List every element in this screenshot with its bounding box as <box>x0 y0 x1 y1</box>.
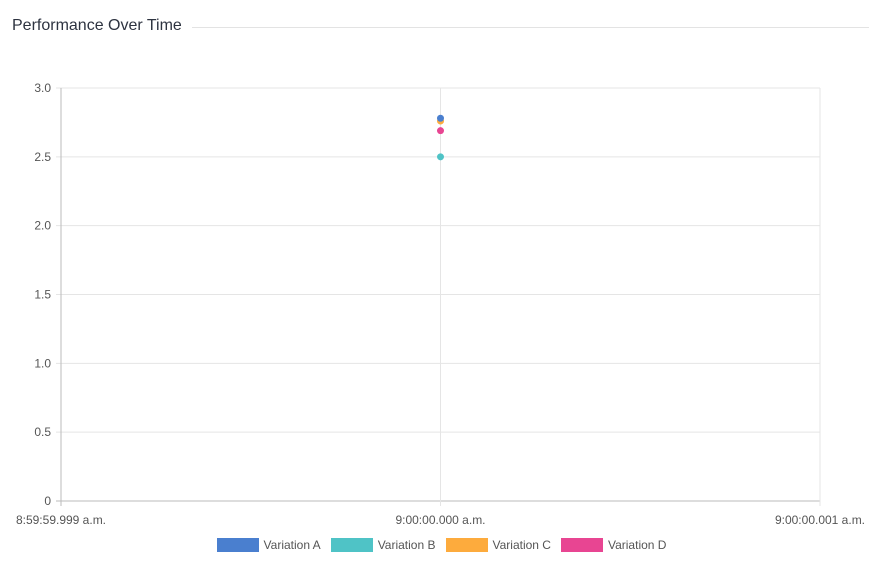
legend-label: Variation A <box>263 538 321 552</box>
y-tick-label: 1.0 <box>34 356 51 370</box>
legend-label: Variation B <box>377 538 436 552</box>
legend-swatch <box>560 538 603 552</box>
legend-swatch <box>216 538 259 552</box>
y-tick-label: 2.5 <box>34 150 51 164</box>
legend-label: Variation C <box>492 538 551 552</box>
legend-item[interactable]: Variation A <box>216 538 321 552</box>
chart-title: Performance Over Time <box>12 17 192 35</box>
legend-item[interactable]: Variation C <box>445 538 551 552</box>
x-tick-label: 8:59:59.999 a.m. <box>16 513 106 527</box>
x-tick-label: 9:00:00.001 a.m. <box>775 513 865 527</box>
legend-swatch <box>445 538 488 552</box>
y-tick-label: 2.0 <box>34 219 51 233</box>
legend-swatch <box>330 538 373 552</box>
x-tick-label: 9:00:00.000 a.m. <box>395 513 485 527</box>
y-tick-label: 0 <box>44 494 51 508</box>
data-point-variation-d <box>437 127 444 135</box>
legend-item[interactable]: Variation D <box>560 538 667 552</box>
y-tick-label: 3.0 <box>34 81 51 95</box>
legend-label: Variation D <box>607 538 667 552</box>
legend-item[interactable]: Variation B <box>330 538 436 552</box>
y-tick-label: 1.5 <box>34 288 51 302</box>
legend: Variation A Variation B Variation C Variati… <box>0 538 883 552</box>
data-point-variation-b <box>437 153 444 161</box>
title-divider <box>12 27 869 28</box>
y-tick-label: 0.5 <box>34 425 51 439</box>
data-point-variation-a <box>437 114 444 122</box>
